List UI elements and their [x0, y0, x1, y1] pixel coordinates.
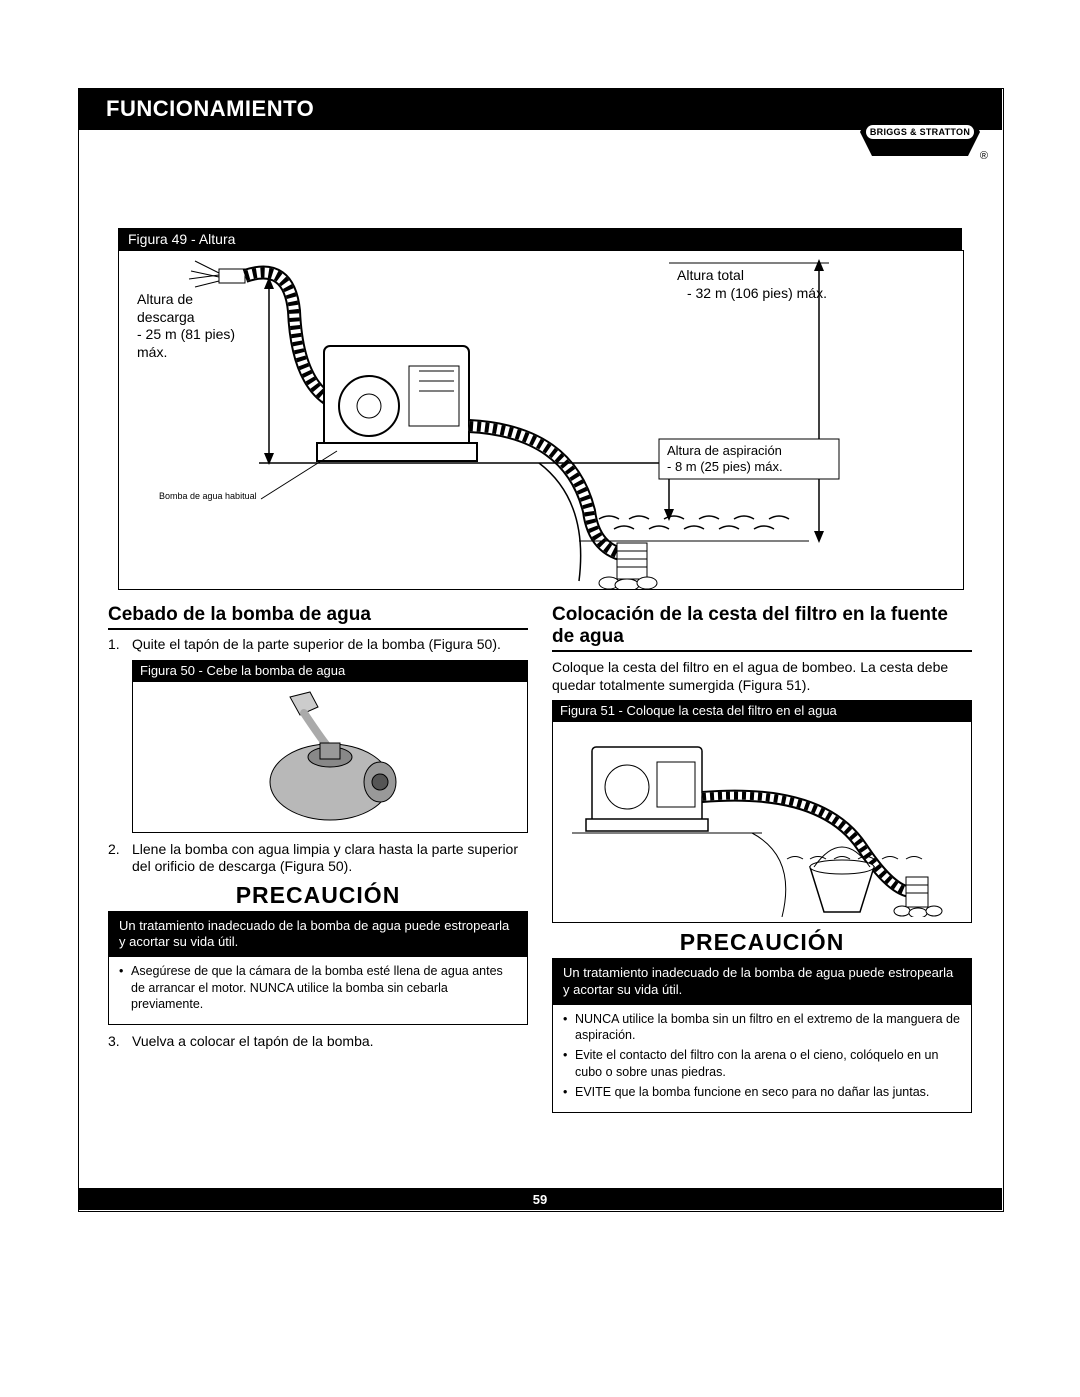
fig49-caption-bar: Figura 49 - Altura [118, 228, 962, 250]
fig50-caption: Figura 50 - Cebe la bomba de agua [132, 660, 528, 681]
right-column: Colocación de la cesta del filtro en la … [552, 604, 972, 1113]
fig49-total-title: Altura total [677, 267, 827, 285]
left-caution-title: PRECAUCIÓN [108, 882, 528, 909]
bullet-icon: • [563, 1084, 575, 1100]
page: FUNCIONAMIENTO BRIGGS & STRATTON ® Figur… [0, 0, 1080, 1397]
right-caution-item-2: • Evite el contacto del filtro con la ar… [563, 1047, 961, 1080]
logo-text: BRIGGS & STRATTON [866, 125, 974, 139]
step-2-num: 2. [108, 841, 132, 876]
bullet-icon: • [119, 963, 131, 1012]
step-2: 2. Llene la bomba con agua limpia y clar… [108, 841, 528, 876]
fig49-discharge-label: Altura de descarga - 25 m (81 pies) máx. [137, 291, 247, 361]
logo-badge: BRIGGS & STRATTON [860, 108, 980, 156]
fig51-illustration [562, 727, 962, 917]
step-3-num: 3. [108, 1033, 132, 1051]
fig50-illustration [230, 687, 430, 827]
section-header-text: FUNCIONAMIENTO [106, 96, 314, 122]
right-caution-item-3-text: EVITE que la bomba funcione en seco para… [575, 1084, 929, 1100]
left-caution-black: Un tratamiento inadecuado de la bomba de… [109, 912, 527, 958]
fig49-box: Altura de descarga - 25 m (81 pies) máx.… [118, 250, 964, 590]
right-section-title: Colocación de la cesta del filtro en la … [552, 604, 972, 652]
right-caution-black: Un tratamiento inadecuado de la bomba de… [553, 959, 971, 1005]
right-intro: Coloque la cesta del filtro en el agua d… [552, 658, 972, 694]
step-2-text: Llene la bomba con agua limpia y clara h… [132, 841, 528, 876]
fig50-wrapper: Figura 50 - Cebe la bomba de agua [132, 660, 528, 833]
right-caution-item-3: • EVITE que la bomba funcione en seco pa… [563, 1084, 961, 1100]
bullet-icon: • [563, 1011, 575, 1044]
right-caution-item-1: • NUNCA utilice la bomba sin un filtro e… [563, 1011, 961, 1044]
fig49-pump-note: Bomba de agua habitual [159, 491, 257, 502]
right-caution-list: • NUNCA utilice la bomba sin un filtro e… [553, 1005, 971, 1112]
two-column-layout: Cebado de la bomba de agua 1. Quite el t… [108, 604, 972, 1113]
registered-mark: ® [980, 150, 988, 162]
fig51-caption: Figura 51 - Coloque la cesta del filtro … [552, 700, 972, 721]
left-caution-list: • Asegúrese de que la cámara de la bomba… [109, 957, 527, 1024]
step-1-text: Quite el tapón de la parte superior de l… [132, 636, 501, 654]
right-caution-title: PRECAUCIÓN [552, 929, 972, 956]
fig50-box [132, 681, 528, 833]
left-column: Cebado de la bomba de agua 1. Quite el t… [108, 604, 528, 1113]
left-caution-item-1-text: Asegúrese de que la cámara de la bomba e… [131, 963, 517, 1012]
fig49-total-value: - 32 m (106 pies) máx. [677, 285, 827, 303]
fig49-suction-label: Altura de aspiración - 8 m (25 pies) máx… [667, 443, 835, 476]
right-caution-item-1-text: NUNCA utilice la bomba sin un filtro en … [575, 1011, 961, 1044]
bullet-icon: • [563, 1047, 575, 1080]
fig49-suction-title: Altura de aspiración [667, 443, 835, 459]
right-caution-box: Un tratamiento inadecuado de la bomba de… [552, 958, 972, 1113]
step-1-num: 1. [108, 636, 132, 654]
step-1: 1. Quite el tapón de la parte superior d… [108, 636, 528, 654]
fig51-wrapper: Figura 51 - Coloque la cesta del filtro … [552, 700, 972, 923]
fig49-suction-value: - 8 m (25 pies) máx. [667, 459, 835, 475]
fig49-total-label: Altura total - 32 m (106 pies) máx. [677, 267, 827, 302]
left-section-title: Cebado de la bomba de agua [108, 604, 528, 630]
footer-bar: 59 [78, 1188, 1002, 1210]
step-3: 3. Vuelva a colocar el tapón de la bomba… [108, 1033, 528, 1051]
fig49-caption-text: Figura 49 - Altura [128, 231, 235, 247]
left-caution-item-1: • Asegúrese de que la cámara de la bomba… [119, 963, 517, 1012]
fig49-discharge-value: - 25 m (81 pies) máx. [137, 326, 247, 361]
fig51-box [552, 721, 972, 923]
brand-logo: BRIGGS & STRATTON ® [860, 108, 980, 160]
fig49-discharge-title: Altura de descarga [137, 291, 247, 326]
left-caution-box: Un tratamiento inadecuado de la bomba de… [108, 911, 528, 1026]
page-number: 59 [533, 1192, 547, 1207]
step-3-text: Vuelva a colocar el tapón de la bomba. [132, 1033, 374, 1051]
right-caution-item-2-text: Evite el contacto del filtro con la aren… [575, 1047, 961, 1080]
